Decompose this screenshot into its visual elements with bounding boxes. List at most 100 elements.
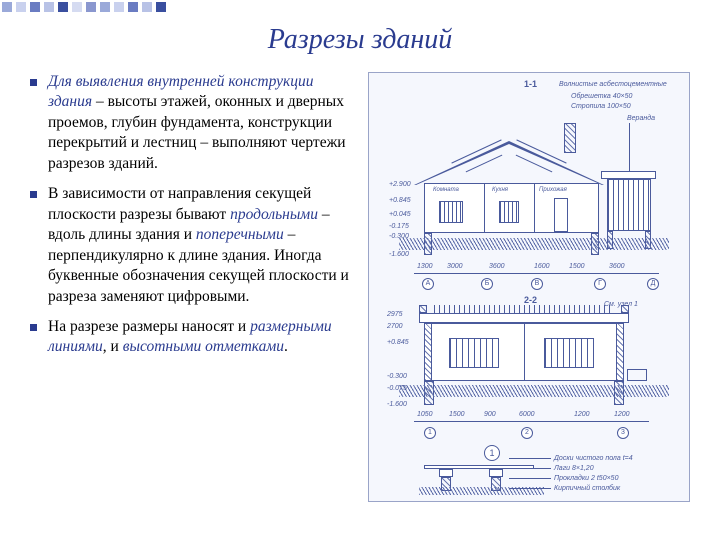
detail-label: 1 [484,445,500,461]
elev: +0.845 [389,197,411,204]
axis-marker: Б [481,278,493,290]
room-label: Кухня [492,187,508,193]
elev: -0.075 [387,385,407,392]
wall [616,323,624,381]
steps [627,369,647,381]
elev: 2975 [387,311,403,318]
dim: 1500 [449,411,465,418]
deco-square [16,2,26,12]
veranda-body [607,179,651,231]
detail-note: Лаги 8×1,20 [554,465,594,472]
elev: -0.300 [387,373,407,380]
text-run: На разрезе размеры наносят и [48,318,250,335]
axis-marker: А [422,278,434,290]
note-top-1: Волнистые асбестоцементные [559,81,667,88]
detail-joist [489,469,503,477]
slide-title: Разрезы зданий [0,24,720,56]
section-label-top: 1-1 [524,79,537,89]
note-top-2: Обрешетка 40×50 [571,93,632,100]
partition [484,183,485,233]
axis-marker: В [531,278,543,290]
elev: +0.845 [387,339,409,346]
bullet-list: Для выявления внутренней конструкции зда… [30,72,358,358]
detail-note: Прокладки 2 t50×50 [554,475,618,482]
text-run: продольными [230,206,318,223]
leader [509,458,551,459]
deco-square [86,2,96,12]
dimline-top [414,273,659,274]
elev: -0.300 [389,233,409,240]
window [544,338,594,368]
leader [509,468,551,469]
dim: 1300 [417,263,433,270]
axis-marker: 2 [521,427,533,439]
leader [509,478,551,479]
elev: -1.600 [387,401,407,408]
axis-marker: 3 [617,427,629,439]
roof-mid [419,313,629,323]
leader [509,488,551,489]
detail-note: Кирпичный столбик [554,485,620,492]
dim: 3600 [489,263,505,270]
wall [424,323,432,381]
deco-square [128,2,138,12]
deco-square [156,2,166,12]
dim: 1600 [534,263,550,270]
deco-square [44,2,54,12]
text-run: высотными отметками [123,338,284,355]
bullet-item: На разрезе размеры наносят и размерными … [30,317,358,358]
elev: -1.600 [389,251,409,258]
deco-square [142,2,152,12]
deco-square [58,2,68,12]
partition [534,183,535,233]
parapet [621,305,629,313]
dim: 6000 [519,411,535,418]
dim: 1500 [569,263,585,270]
figure-column: 1-1 Волнистые асбестоцементные Обрешетка… [368,72,690,502]
balusters [434,305,614,313]
dimline-mid [414,421,649,422]
deco-square [2,2,12,12]
veranda-label: Веранда [627,115,655,122]
window [499,201,519,223]
bullet-item: Для выявления внутренней конструкции зда… [30,72,358,174]
door [554,198,568,232]
text-column: Для выявления внутренней конструкции зда… [30,72,368,522]
text-run: , и [103,338,123,355]
elev: +2.900 [389,181,411,188]
ground-hatch-mid [399,385,669,397]
partition [524,323,525,381]
dim: 3000 [447,263,463,270]
leader [629,123,630,171]
slide: Разрезы зданий Для выявления внутренней … [0,0,720,540]
dim: 3600 [609,263,625,270]
room-label: Прихожая [539,187,567,193]
elev: +0.045 [389,211,411,218]
deco-square [30,2,40,12]
axis-marker: 1 [424,427,436,439]
slide-body: Для выявления внутренней конструкции зда… [30,72,690,522]
section-label-mid: 2-2 [524,295,537,305]
text-run: поперечными [196,226,284,243]
veranda-roof [601,171,656,179]
bullet-item: В зависимости от направления секущей пло… [30,184,358,307]
elev: 2700 [387,323,403,330]
elev: -0.175 [389,223,409,230]
room-label: Комната [433,187,459,193]
parapet [419,305,427,313]
chimney [564,123,576,153]
detail-note: Доски чистого пола t=4 [554,455,633,462]
deco-square [100,2,110,12]
window [449,338,499,368]
window [439,201,463,223]
detail-joist [439,469,453,477]
axis-marker: Д [647,278,659,290]
axis-marker: Г [594,278,606,290]
text-run: – высоты этажей, оконных и дверных проем… [48,93,346,171]
ground-hatch-top [399,238,669,250]
dim: 1200 [574,411,590,418]
text-run: . [284,338,288,355]
note-top-3: Стропила 100×50 [571,103,631,110]
dim: 900 [484,411,496,418]
dim: 1050 [417,411,433,418]
